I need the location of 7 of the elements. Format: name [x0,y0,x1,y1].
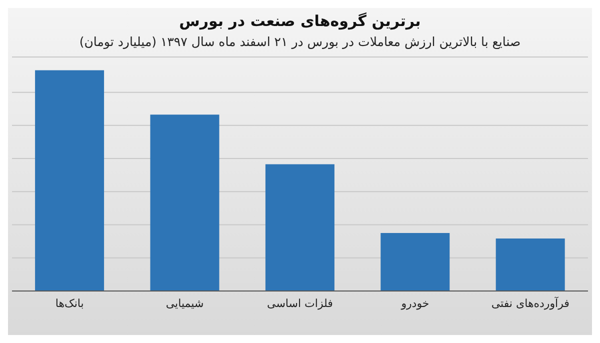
x-tick-label: فلزات اساسی [267,296,333,310]
chart-subtitle: صنایع با بالاترین ارزش معاملات در بورس در ۲۱ اسفند ماه سال ۱۳۹۷ (میلیارد تومان) [78,34,522,49]
x-tick-label: شیمیایی [166,296,204,310]
x-tick-label: بانک‌ها [55,296,84,310]
x-tick-label: خودرو [400,296,430,310]
chart-title: برترین گروه‌های صنعت در بورس [178,11,422,30]
x-tick-label: فرآورده‌های نفتی [491,296,570,310]
